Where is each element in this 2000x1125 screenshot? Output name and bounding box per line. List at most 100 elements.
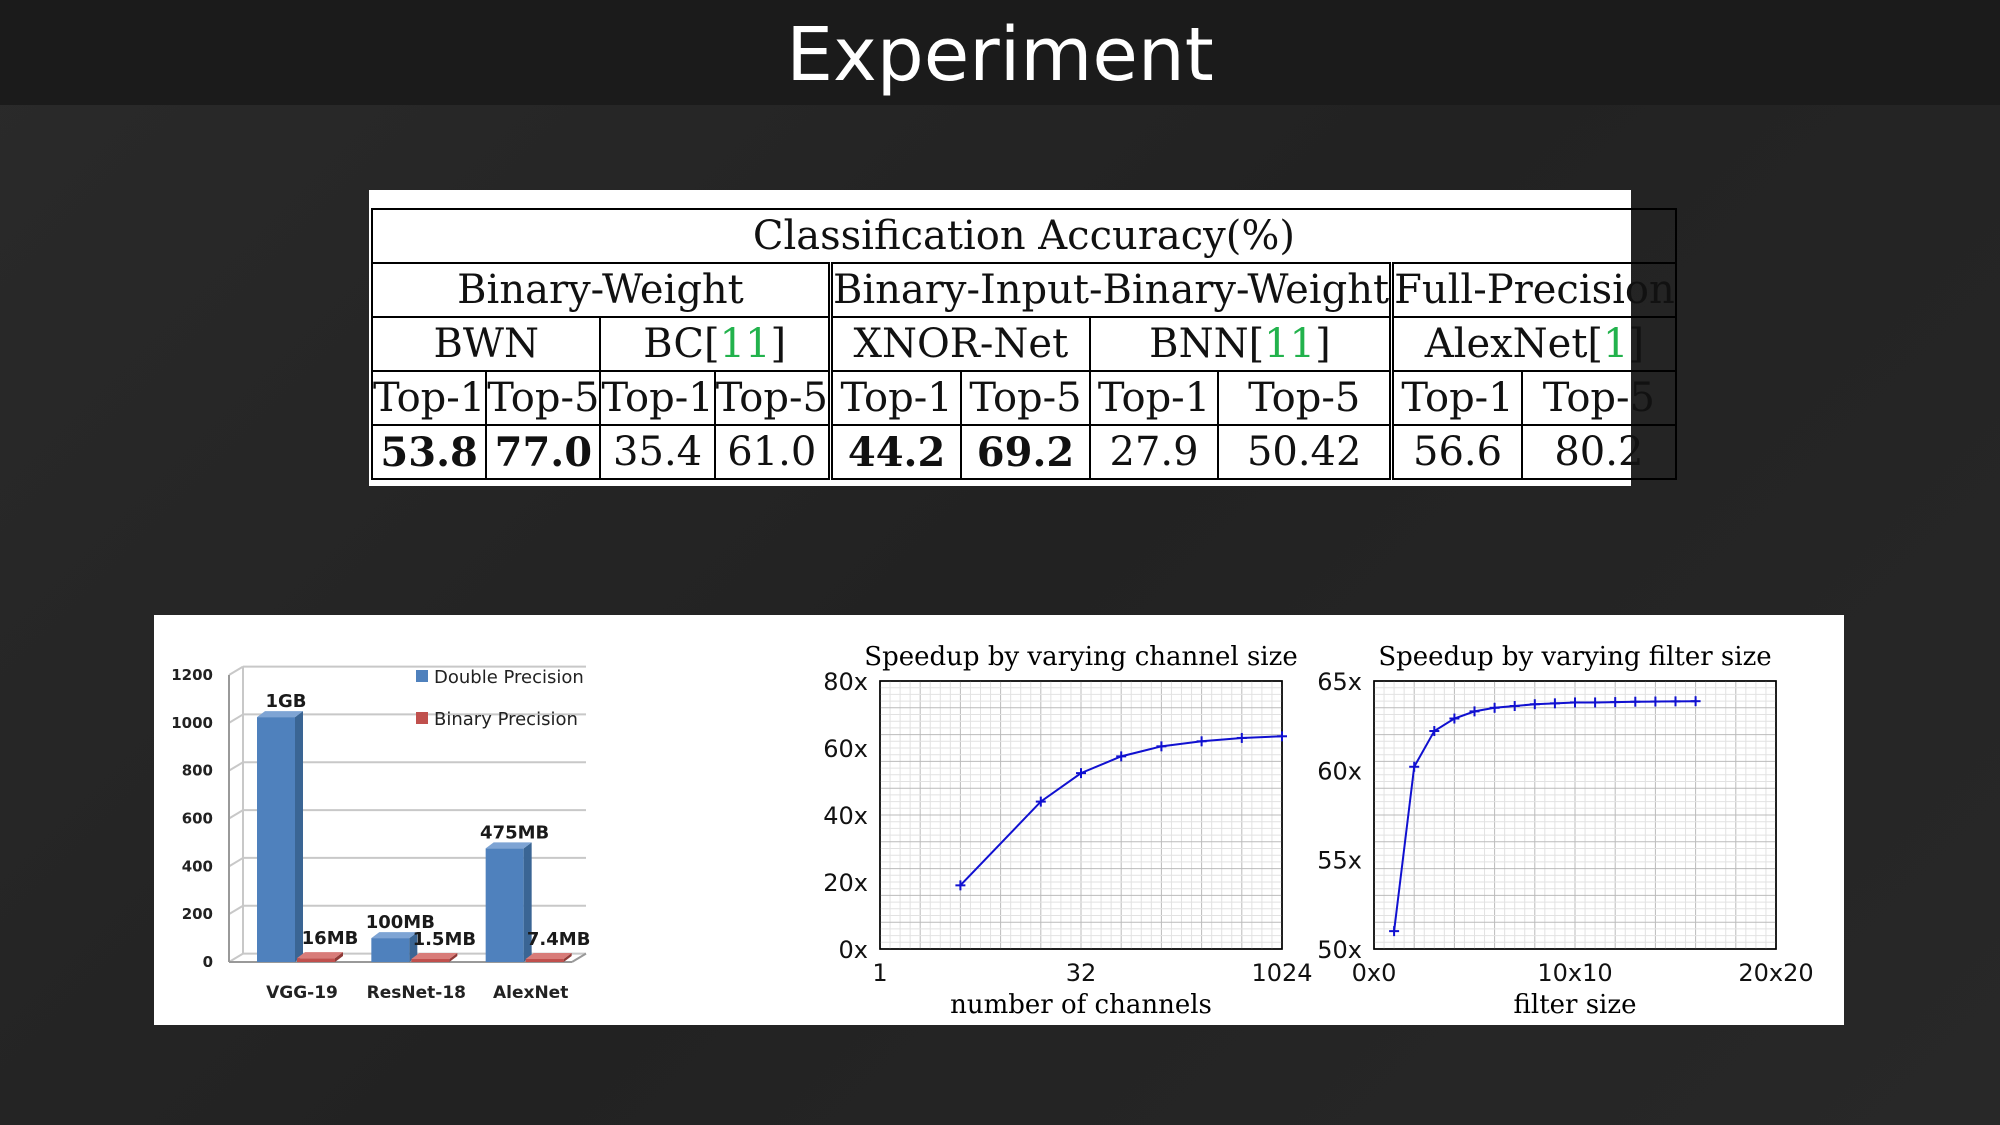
gridline (228, 857, 244, 868)
data-label: 16MB (302, 928, 359, 949)
y-tick-label: 55x (1317, 847, 1362, 875)
y-tick-label: 20x (823, 869, 868, 897)
metric-header: Top-5 (1520, 370, 1677, 426)
gridline (228, 952, 244, 963)
y-tick-label: 80x (823, 668, 868, 696)
group-full-precision: Full-Precision (1390, 262, 1677, 318)
bar-top (411, 953, 458, 959)
bar-top (525, 953, 572, 959)
bar-front (525, 959, 564, 962)
metric-header: Top-5 (485, 370, 602, 426)
bar-front (297, 958, 335, 962)
x-tick-label: 32 (1066, 959, 1097, 987)
series-line (959, 735, 1283, 887)
x-tick-label: 10x10 (1537, 959, 1612, 987)
y-tick-label: 1200 (171, 666, 213, 684)
chart-title: Speedup by varying channel size (864, 642, 1297, 672)
gridline (228, 761, 244, 772)
value-cell: 80.2 (1520, 424, 1677, 480)
x-axis-label: filter size (1514, 990, 1637, 1020)
bar-front (485, 848, 524, 962)
gridline (228, 665, 244, 676)
metric-header: Top-5 (960, 370, 1091, 426)
accuracy-table: Classification Accuracy(%) Binary-Weight… (370, 208, 1677, 480)
bar-top (371, 932, 418, 939)
accuracy-table-panel: Classification Accuracy(%) Binary-Weight… (369, 190, 1677, 486)
x-tick-label: ResNet-18 (367, 983, 466, 1003)
value-cell: 53.8 (370, 424, 488, 480)
bar-top (485, 842, 532, 849)
y-tick-label: 400 (182, 857, 213, 875)
bar-side (449, 953, 458, 962)
title-bar (0, 0, 2000, 105)
series-line (1393, 700, 1696, 932)
y-tick-label: 1000 (171, 714, 213, 732)
legend-swatch (416, 670, 428, 682)
bar-side (335, 952, 343, 962)
x-axis-label: number of channels (950, 990, 1212, 1020)
data-label: 475MB (480, 822, 549, 843)
plot-border (879, 680, 1283, 950)
bar-side (563, 953, 572, 962)
group-binary-weight: Binary-Weight (370, 262, 833, 318)
legend-label: Double Precision (434, 667, 584, 688)
y-tick-label: 0 (203, 953, 213, 971)
x-tick-label: 0x0 (1352, 959, 1397, 987)
bar-top (297, 952, 343, 959)
method-xnor-net: XNOR-Net (829, 316, 1091, 372)
bar-front (411, 959, 450, 962)
gridline (228, 809, 244, 820)
bar-side (295, 711, 303, 962)
value-cell: 56.6 (1390, 424, 1523, 480)
data-label: 1GB (265, 691, 306, 712)
x-tick-label: AlexNet (493, 983, 568, 1003)
y-tick-label: 600 (182, 810, 213, 828)
method-alexnet: AlexNet[1] (1390, 316, 1677, 372)
metric-header: Top-5 (713, 370, 833, 426)
legend-label: Binary Precision (434, 709, 578, 730)
x-tick-label: 1024 (1251, 959, 1312, 987)
gridline (228, 713, 244, 724)
y-tick-label: 60x (1317, 757, 1362, 785)
figure-panel: 0 200 400 600 800 1000 1200 1GB 16MB VGG-19 100MB 1… (154, 615, 1844, 1025)
x-axis (571, 952, 587, 963)
data-label: 7.4MB (527, 929, 591, 950)
value-cell: 77.0 (485, 424, 602, 480)
y-tick-label: 800 (182, 762, 213, 780)
metric-header: Top-1 (599, 370, 716, 426)
bar-front (371, 938, 410, 962)
y-tick-label: 50x (1317, 936, 1362, 964)
value-cell: 50.42 (1217, 424, 1395, 480)
metric-header: Top-1 (370, 370, 488, 426)
y-tick-label: 0x (839, 936, 868, 964)
value-cell: 69.2 (960, 424, 1091, 480)
chart-title: Speedup by varying filter size (1378, 642, 1771, 672)
x-tick-label: 1 (872, 959, 887, 987)
metric-header: Top-1 (1088, 370, 1220, 426)
bar-side (523, 842, 532, 962)
value-cell: 35.4 (599, 424, 716, 480)
bar-front (257, 717, 295, 962)
y-tick-label: 200 (182, 905, 213, 923)
data-label: 1.5MB (413, 929, 477, 950)
x-tick-label: VGG-19 (266, 983, 338, 1003)
metric-header: Top-5 (1217, 370, 1395, 426)
slide-title: Experiment (786, 12, 1214, 98)
bar-top (257, 711, 303, 718)
method-bnn: BNN[11] (1088, 316, 1395, 372)
y-tick-label: 65x (1317, 668, 1362, 696)
metric-header: Top-1 (1390, 370, 1523, 426)
method-bwn: BWN (370, 316, 602, 372)
figures-svg: 0200400600800100012001GB16MBVGG-19100MB1… (171, 642, 1813, 1020)
plot-border (1373, 680, 1777, 950)
table-caption: Classification Accuracy(%) (371, 208, 1677, 264)
value-cell: 44.2 (829, 424, 963, 480)
value-cell: 27.9 (1088, 424, 1220, 480)
method-bc: BC[11] (599, 316, 833, 372)
bar-side (409, 932, 418, 962)
group-binary-input-binary-weight: Binary-Input-Binary-Weight (829, 262, 1395, 318)
legend-swatch (416, 712, 428, 724)
data-label: 100MB (366, 912, 435, 933)
y-tick-label: 40x (823, 802, 868, 830)
gridline (228, 904, 244, 916)
